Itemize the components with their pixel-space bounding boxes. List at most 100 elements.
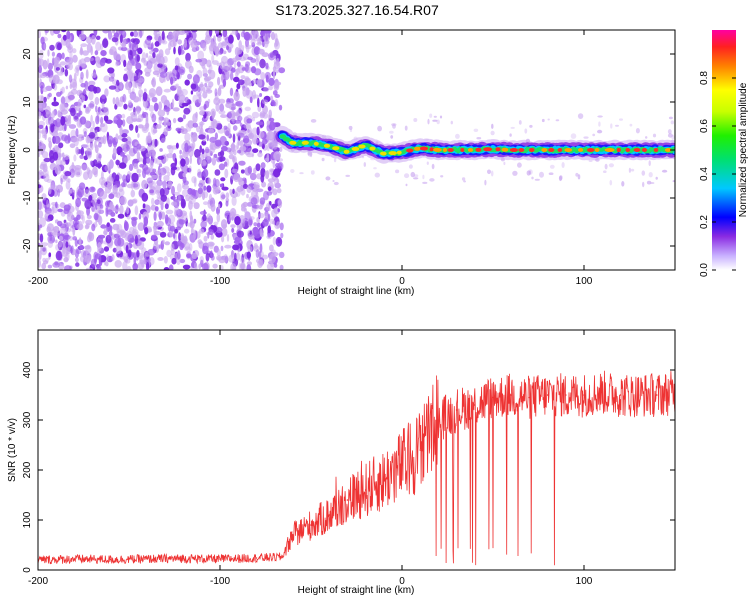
noise-speckle (189, 210, 193, 220)
noise-speckle (150, 42, 154, 52)
noise-speckle (534, 178, 540, 181)
noise-speckle (55, 118, 61, 128)
noise-speckle (65, 241, 69, 248)
signal-peak (460, 148, 465, 152)
noise-speckle (119, 81, 123, 91)
noise-speckle (198, 263, 202, 270)
signal-peak (358, 144, 366, 149)
noise-speckle (161, 30, 165, 41)
noise-speckle (310, 151, 313, 158)
snr-point (419, 449, 422, 451)
noise-speckle (216, 249, 221, 257)
noise-speckle (268, 52, 276, 61)
spectrogram-ylabel: Frequency (Hz) (7, 116, 18, 185)
noise-speckle (80, 71, 84, 80)
noise-speckle (66, 211, 74, 222)
noise-speckle (269, 244, 274, 252)
noise-speckle (80, 43, 88, 48)
noise-speckle (490, 170, 494, 177)
noise-speckle (132, 72, 137, 77)
noise-speckle (95, 129, 98, 136)
noise-speckle (232, 133, 236, 143)
noise-speckle (93, 251, 98, 262)
noise-speckle (60, 116, 66, 126)
noise-speckle (95, 163, 103, 168)
noise-speckle (163, 267, 170, 270)
noise-speckle (255, 249, 260, 259)
noise-speckle (192, 122, 198, 128)
noise-speckle (276, 81, 282, 86)
noise-speckle (204, 34, 211, 45)
noise-speckle (218, 98, 226, 104)
noise-speckle (272, 160, 276, 169)
noise-speckle (204, 82, 208, 88)
noise-speckle (152, 128, 158, 134)
noise-speckle (94, 207, 101, 214)
noise-speckle (99, 190, 108, 200)
noise-speckle (201, 140, 207, 146)
noise-speckle (55, 250, 63, 261)
noise-speckle (53, 56, 61, 64)
noise-speckle (131, 172, 139, 183)
noise-speckle (157, 109, 166, 117)
noise-speckle (265, 74, 269, 83)
noise-speckle (222, 30, 228, 38)
noise-speckle (583, 136, 589, 139)
noise-speckle (122, 119, 126, 127)
noise-speckle (64, 235, 69, 241)
noise-speckle (185, 60, 192, 69)
noise-speckle (53, 185, 59, 191)
signal-peak (289, 140, 297, 145)
noise-speckle (196, 125, 200, 133)
noise-speckle (86, 36, 93, 44)
noise-speckle (88, 103, 95, 108)
noise-speckle (114, 237, 122, 247)
noise-speckle (176, 240, 182, 247)
noise-speckle (108, 76, 115, 82)
noise-speckle (151, 197, 155, 206)
noise-speckle (272, 69, 276, 80)
noise-speckle (162, 180, 167, 189)
snr-point (73, 558, 76, 560)
noise-speckle (197, 239, 203, 245)
noise-speckle (197, 187, 203, 195)
signal-peak (396, 150, 402, 155)
noise-speckle (175, 83, 179, 88)
x-tick-label: 100 (576, 276, 593, 287)
noise-speckle (213, 97, 221, 106)
noise-speckle (72, 226, 76, 236)
y-tick-label: 0 (22, 567, 33, 573)
noise-speckle (208, 242, 214, 250)
noise-speckle (243, 124, 251, 130)
noise-speckle (244, 207, 248, 214)
noise-speckle (265, 62, 269, 69)
noise-speckle (131, 217, 137, 227)
noise-speckle (377, 125, 382, 132)
noise-speckle (168, 264, 174, 270)
noise-speckle (232, 125, 238, 131)
noise-speckle (50, 185, 55, 190)
noise-speckle (275, 69, 279, 74)
noise-speckle (211, 54, 215, 63)
colorbar-tick-label: 0.2 (699, 215, 710, 229)
noise-speckle (167, 121, 171, 126)
noise-speckle (280, 232, 284, 239)
noise-speckle (132, 183, 139, 188)
snr-frame (37, 329, 676, 571)
noise-speckle (42, 59, 48, 70)
noise-speckle (79, 58, 86, 68)
noise-speckle (52, 226, 60, 233)
noise-speckle (214, 169, 221, 176)
y-tick-label: 400 (22, 361, 33, 378)
noise-speckle (186, 222, 193, 227)
noise-speckle (255, 57, 259, 66)
noise-speckle (176, 209, 183, 218)
snr-point (182, 557, 185, 560)
noise-speckle (214, 132, 218, 140)
signal-peak (380, 151, 387, 156)
noise-speckle (261, 254, 269, 260)
noise-speckle (258, 212, 265, 219)
noise-speckle (255, 187, 258, 196)
